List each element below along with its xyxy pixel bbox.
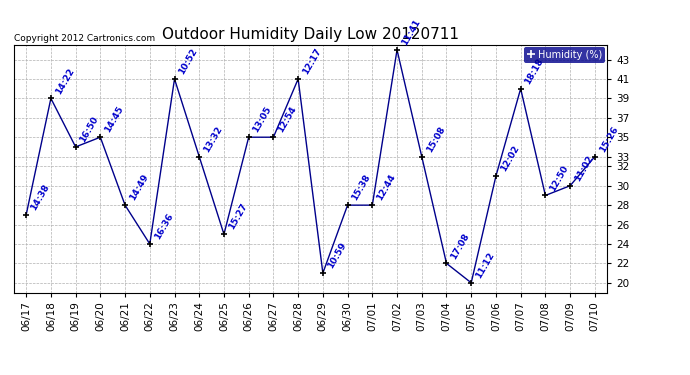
Text: 16:36: 16:36 bbox=[152, 212, 175, 241]
Text: 12:44: 12:44 bbox=[375, 173, 397, 202]
Text: 13:32: 13:32 bbox=[202, 124, 224, 154]
Text: 15:27: 15:27 bbox=[227, 202, 249, 231]
Text: 12:54: 12:54 bbox=[276, 105, 298, 134]
Text: 12:50: 12:50 bbox=[548, 164, 570, 193]
Legend: Humidity (%): Humidity (%) bbox=[524, 47, 605, 63]
Text: 12:17: 12:17 bbox=[301, 47, 323, 76]
Text: 15:26: 15:26 bbox=[598, 124, 620, 154]
Text: 11:12: 11:12 bbox=[474, 251, 496, 280]
Title: Outdoor Humidity Daily Low 20120711: Outdoor Humidity Daily Low 20120711 bbox=[162, 27, 459, 42]
Text: 13:05: 13:05 bbox=[251, 105, 273, 134]
Text: 14:45: 14:45 bbox=[103, 105, 126, 134]
Text: 16:50: 16:50 bbox=[79, 115, 101, 144]
Text: 14:49: 14:49 bbox=[128, 173, 150, 202]
Text: 11:02: 11:02 bbox=[573, 154, 595, 183]
Text: 14:22: 14:22 bbox=[54, 66, 76, 96]
Text: 14:38: 14:38 bbox=[29, 183, 51, 212]
Text: 10:59: 10:59 bbox=[326, 241, 348, 270]
Text: 12:02: 12:02 bbox=[499, 144, 521, 173]
Text: Copyright 2012 Cartronics.com: Copyright 2012 Cartronics.com bbox=[14, 34, 155, 43]
Text: 15:08: 15:08 bbox=[424, 124, 446, 154]
Text: 18:18: 18:18 bbox=[524, 57, 546, 86]
Text: 10:52: 10:52 bbox=[177, 47, 199, 76]
Text: 17:08: 17:08 bbox=[449, 231, 471, 261]
Text: 15:38: 15:38 bbox=[351, 173, 373, 202]
Text: 11:41: 11:41 bbox=[400, 18, 422, 47]
